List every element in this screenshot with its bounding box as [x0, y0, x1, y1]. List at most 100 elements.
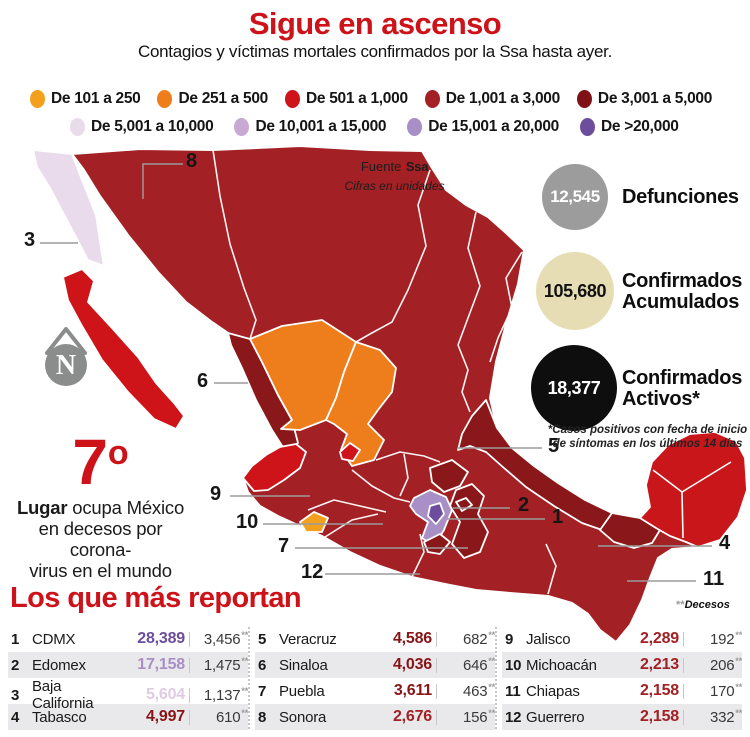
legend-item: De 15,001 a 20,000 — [407, 118, 559, 136]
deaths-value: 646** — [462, 656, 495, 674]
legend-dot-icon — [580, 118, 596, 136]
map-label-10: 10 — [236, 511, 259, 533]
legend-row-1: De 101 a 250 De 251 a 500 De 501 a 1,000… — [30, 90, 712, 108]
page-subtitle: Contagios y víctimas mortales confirmado… — [137, 42, 613, 61]
deaths-value: 1,475** — [203, 656, 248, 674]
north-compass-icon: N — [45, 327, 87, 386]
legend-label: De 251 a 500 — [178, 90, 268, 107]
state-morelos — [423, 533, 451, 555]
legend-label: De >20,000 — [601, 118, 679, 135]
table-row: 11 Chiapas 2,158 170** — [505, 682, 742, 700]
legend-item: De 10,001 a 15,000 — [234, 118, 387, 136]
map-label-12: 12 — [301, 561, 324, 583]
table-group-2: 5 Veracruz 4,586 682** 6 Sinaloa 4,036 646** 7… — [255, 626, 495, 730]
table-row: 6 Sinaloa 4,036 646** — [255, 652, 495, 678]
state-borders — [212, 149, 557, 595]
deaths-value: 610** — [215, 708, 248, 726]
map-label-9: 9 — [210, 483, 222, 505]
map-label-3: 3 — [24, 229, 36, 251]
state-sinaloa — [227, 332, 299, 453]
table-group-1: 1 CDMX 28,389 3,456** 2 Edomex 17,158 1,475** … — [8, 626, 248, 730]
map-label-1: 1 — [552, 506, 564, 528]
rank-text: Lugar ocupa México en decesos por corona… — [16, 497, 185, 581]
state-durango — [249, 319, 357, 431]
world-rank-callout: 7o Lugar ocupa México en decesos por cor… — [8, 422, 193, 581]
units-note: Cifras en unidades — [344, 179, 445, 193]
legend-row-2: De 5,001 a 10,000 De 10,001 a 15,000 De … — [70, 118, 679, 136]
active-label: Confirmados Activos* — [622, 367, 743, 410]
map-label-5: 5 — [548, 435, 560, 457]
legend-dot-icon — [30, 90, 45, 108]
source-line: Fuente•Ssa — [360, 159, 429, 174]
table-group-3: 9 Jalisco 2,289 192** 10 Michoacán 2,213 206**… — [502, 626, 742, 730]
table-row: 9 Jalisco 2,289 192** — [505, 630, 742, 648]
table-row: 1 CDMX 28,389 3,456** — [11, 630, 248, 648]
cases-value: 2,289 — [639, 630, 679, 647]
legend-item: De 5,001 a 10,000 — [70, 118, 214, 136]
state-cdmx — [427, 502, 445, 525]
deaths-value: 170** — [709, 682, 742, 700]
legend-item: De 251 a 500 — [157, 90, 268, 108]
map-label-8: 8 — [186, 150, 198, 172]
legend-dot-icon — [284, 90, 300, 108]
cases-value: 2,158 — [639, 682, 679, 699]
bullet-icon: • — [401, 159, 406, 174]
state-baja-california-sur — [62, 268, 185, 430]
active-cases-footnote: *Casos positivos con fecha de inicio de s… — [547, 424, 748, 450]
cases-value: 4,036 — [392, 656, 432, 673]
deaths-value: 192** — [709, 630, 742, 648]
legend-dot-icon — [407, 118, 423, 136]
table-row: 10 Michoacán 2,213 206** — [502, 652, 742, 678]
state-aguascalientes — [339, 442, 361, 462]
map-label-6: 6 — [197, 370, 209, 392]
map-label-2: 2 — [518, 494, 530, 516]
legend-dot-icon — [70, 118, 85, 136]
table-row: 4 Tabasco 4,997 610** — [8, 704, 248, 730]
table-row: 12 Guerrero 2,158 332** — [502, 704, 742, 730]
peninsula-borders — [652, 461, 732, 539]
svg-text:N: N — [56, 350, 76, 381]
deaths-value: 463** — [462, 682, 495, 700]
legend-item: De 3,001 a 5,000 — [576, 90, 713, 108]
state-tabasco — [599, 512, 661, 549]
accumulated-circle: 105,680 — [536, 252, 614, 330]
legend-label: De 1,001 a 3,000 — [445, 90, 560, 107]
table-title: Los que más reportan — [10, 582, 302, 614]
deaths-value: 156** — [462, 708, 495, 726]
state-hidalgo — [429, 459, 469, 493]
group-divider — [495, 627, 497, 729]
state-puebla — [449, 483, 489, 559]
cases-value: 2,213 — [639, 656, 679, 673]
page-title: Sigue en ascenso — [248, 6, 502, 41]
legend-item: De 501 a 1,000 — [284, 90, 408, 108]
state-zacatecas — [325, 341, 397, 467]
deaths-value: 3,456** — [203, 630, 248, 648]
cases-value: 2,676 — [392, 708, 432, 725]
cases-value: 28,389 — [137, 630, 185, 647]
table-row: 5 Veracruz 4,586 682** — [258, 630, 495, 648]
deaths-value: 1,137** — [203, 686, 248, 704]
legend-item: De 1,001 a 3,000 — [424, 90, 560, 108]
accumulated-count: 105,680 — [543, 280, 607, 301]
cases-value: 4,586 — [392, 630, 432, 647]
deaths-count: 12,545 — [550, 187, 600, 206]
table-row: 7 Puebla 3,611 463** — [258, 682, 495, 700]
legend-label: De 3,001 a 5,000 — [597, 90, 713, 107]
state-baja-california — [32, 149, 105, 267]
legend-dot-icon — [234, 118, 250, 136]
deaths-circle: 12,545 — [542, 164, 608, 230]
cases-value: 2,158 — [639, 708, 679, 725]
legend-label: De 10,001 a 15,000 — [255, 118, 387, 135]
map-label-4: 4 — [719, 532, 731, 554]
state-tlaxcala — [455, 497, 473, 512]
cases-value: 4,997 — [145, 708, 185, 725]
active-count: 18,377 — [547, 377, 601, 398]
table-row: 3 Baja California 5,604 1,137** — [11, 678, 248, 712]
legend-dot-icon — [424, 90, 440, 108]
deaths-value: 206** — [709, 656, 742, 674]
legend-dot-icon — [576, 90, 592, 108]
rank-number: 7o — [72, 426, 129, 498]
state-nayarit — [242, 443, 307, 492]
cases-value: 17,158 — [137, 656, 185, 673]
